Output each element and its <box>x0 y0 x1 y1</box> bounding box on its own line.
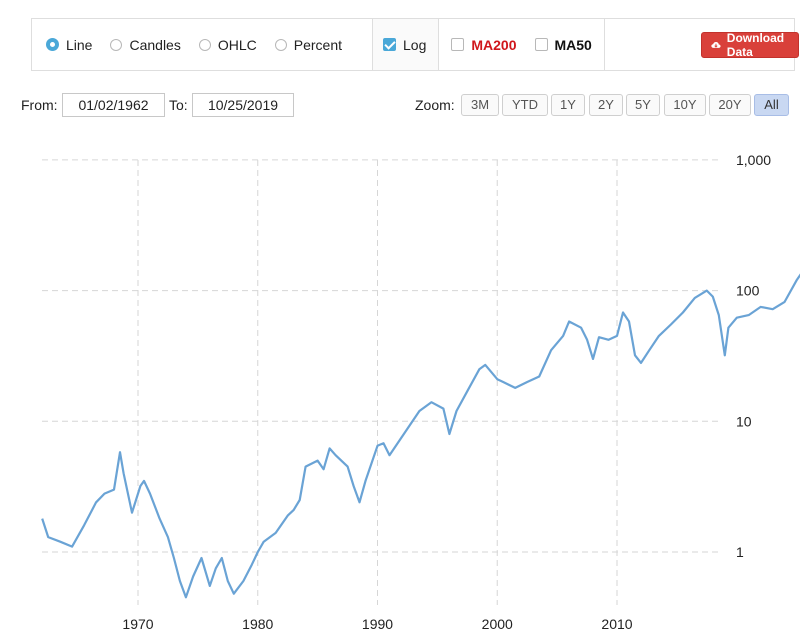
chart-type-line[interactable]: Line <box>46 37 92 53</box>
y-tick-label: 1,000 <box>736 152 771 168</box>
radio-candles[interactable] <box>110 38 123 51</box>
chart-type-candles[interactable]: Candles <box>110 36 181 53</box>
zoom-3m-button[interactable]: 3M <box>461 94 499 116</box>
zoom-10y-button[interactable]: 10Y <box>664 94 706 116</box>
ma50-label: MA50 <box>554 36 592 53</box>
log-scale-toggle[interactable]: Log <box>383 37 426 53</box>
zoom-ytd-button[interactable]: YTD <box>502 94 548 116</box>
chart-toolbar: Line Candles OHLC Percent Log MA200 MA50 <box>31 18 800 71</box>
chart-type-candles-label: Candles <box>129 36 181 53</box>
chart-type-ohlc-label: OHLC <box>217 36 257 53</box>
moving-average-group: MA200 MA50 <box>439 19 605 70</box>
chart-axis-labels: 1 10 100 1,000 1970 1980 1990 2000 2010 <box>122 152 771 632</box>
chart-type-group: Line Candles OHLC Percent <box>32 19 373 70</box>
download-group: Download Data <box>605 19 800 70</box>
to-label: To: <box>169 97 188 113</box>
chart-type-percent-label: Percent <box>293 36 342 53</box>
x-tick-label: 2010 <box>601 616 632 632</box>
ma200-label: MA200 <box>471 36 517 53</box>
ma200-checkbox[interactable] <box>451 38 465 51</box>
radio-line[interactable] <box>46 38 59 51</box>
y-tick-label: 1 <box>736 544 744 560</box>
download-data-label: Download Data <box>726 30 785 59</box>
x-tick-label: 2000 <box>482 616 513 632</box>
y-tick-label: 10 <box>736 413 752 429</box>
log-checkbox[interactable] <box>383 38 396 51</box>
ma50-toggle[interactable]: MA50 <box>534 36 592 53</box>
zoom-1y-button[interactable]: 1Y <box>551 94 585 116</box>
chart-type-line-label: Line <box>66 36 93 53</box>
chart-grid <box>42 159 718 605</box>
zoom-2y-button[interactable]: 2Y <box>589 94 623 116</box>
chart-series <box>41 216 800 599</box>
price-chart: 1 10 100 1,000 1970 1980 1990 2000 2010 <box>41 152 800 632</box>
zoom-5y-button[interactable]: 5Y <box>626 94 660 116</box>
zoom-all-button[interactable]: All <box>754 94 789 116</box>
radio-ohlc[interactable] <box>198 38 211 51</box>
zoom-20y-button[interactable]: 20Y <box>709 94 751 116</box>
x-tick-label: 1980 <box>242 616 273 632</box>
price-series-line[interactable] <box>41 216 800 599</box>
log-label: Log <box>403 36 427 53</box>
y-tick-label: 100 <box>736 283 760 299</box>
zoom-label: Zoom: <box>415 97 455 113</box>
date-range-row: From: 01/02/1962 To: 10/25/2019 Zoom: 3M… <box>21 93 791 117</box>
chart-type-ohlc[interactable]: OHLC <box>198 36 257 53</box>
download-data-button[interactable]: Download Data <box>700 30 800 59</box>
from-label: From: <box>21 97 58 113</box>
ma200-toggle[interactable]: MA200 <box>451 36 517 53</box>
radio-percent[interactable] <box>274 38 287 51</box>
from-date-input[interactable]: 01/02/1962 <box>62 93 165 117</box>
x-tick-label: 1990 <box>362 616 393 632</box>
cloud-download-icon <box>711 41 721 48</box>
chart-type-percent[interactable]: Percent <box>274 36 342 53</box>
ma50-checkbox[interactable] <box>534 38 548 51</box>
to-date-input[interactable]: 10/25/2019 <box>192 93 294 117</box>
log-scale-group: Log <box>373 19 440 70</box>
x-tick-label: 1970 <box>122 616 153 632</box>
